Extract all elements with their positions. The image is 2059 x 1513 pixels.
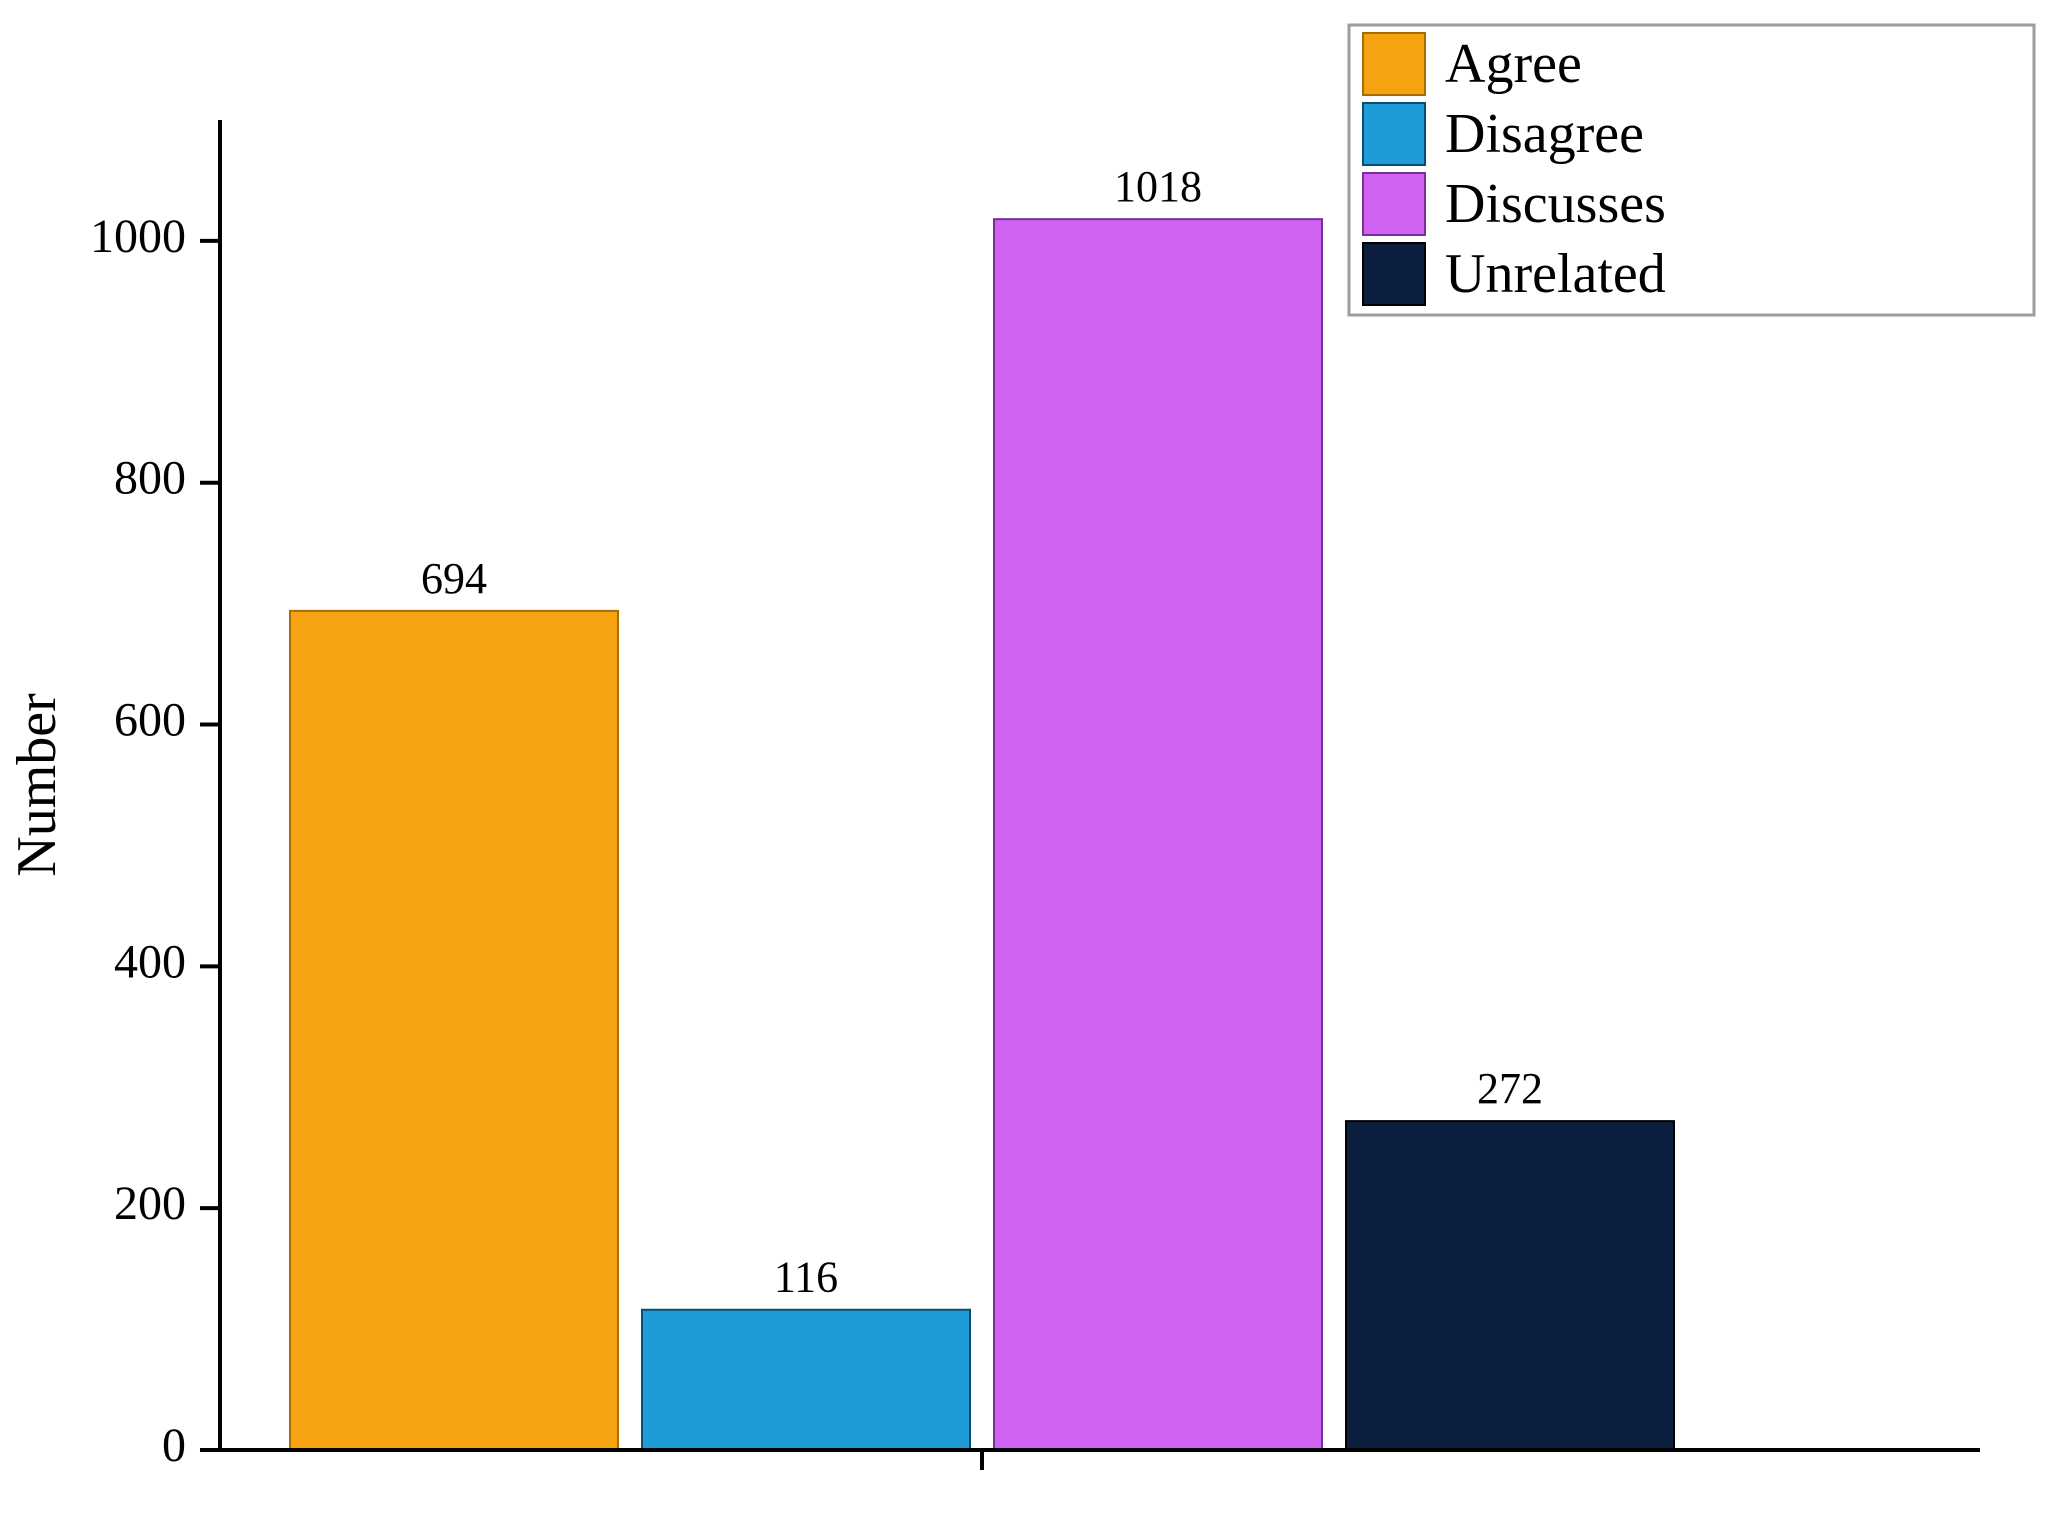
ytick-label: 0 [162, 1419, 186, 1472]
bar-value-label: 116 [774, 1253, 838, 1302]
legend-swatch-unrelated [1363, 243, 1425, 305]
ytick-label: 800 [114, 452, 186, 505]
legend-swatch-agree [1363, 33, 1425, 95]
bar-agree [290, 611, 618, 1450]
legend-label: Discusses [1445, 173, 1666, 235]
chart-svg: 0 200 400 600 800 1000 694 116 1018 272 Number Agre… [0, 0, 2059, 1513]
legend-label: Agree [1445, 33, 1582, 95]
bar-unrelated [1346, 1121, 1674, 1450]
legend-swatch-disagree [1363, 103, 1425, 165]
bar-value-label: 272 [1477, 1064, 1543, 1113]
bar-value-label: 1018 [1114, 162, 1202, 211]
ytick-label: 1000 [90, 210, 186, 263]
ytick-label: 400 [114, 935, 186, 988]
legend-label: Disagree [1445, 103, 1644, 165]
legend-swatch-discusses [1363, 173, 1425, 235]
bar-disagree [642, 1310, 970, 1450]
bar-chart: 0 200 400 600 800 1000 694 116 1018 272 Number Agre… [0, 0, 2059, 1513]
bar-value-label: 694 [421, 554, 487, 603]
y-axis-label: Number [6, 693, 68, 877]
legend-label: Unrelated [1445, 243, 1666, 305]
ytick-label: 200 [114, 1177, 186, 1230]
bar-discusses [994, 219, 1322, 1450]
ytick-label: 600 [114, 694, 186, 747]
